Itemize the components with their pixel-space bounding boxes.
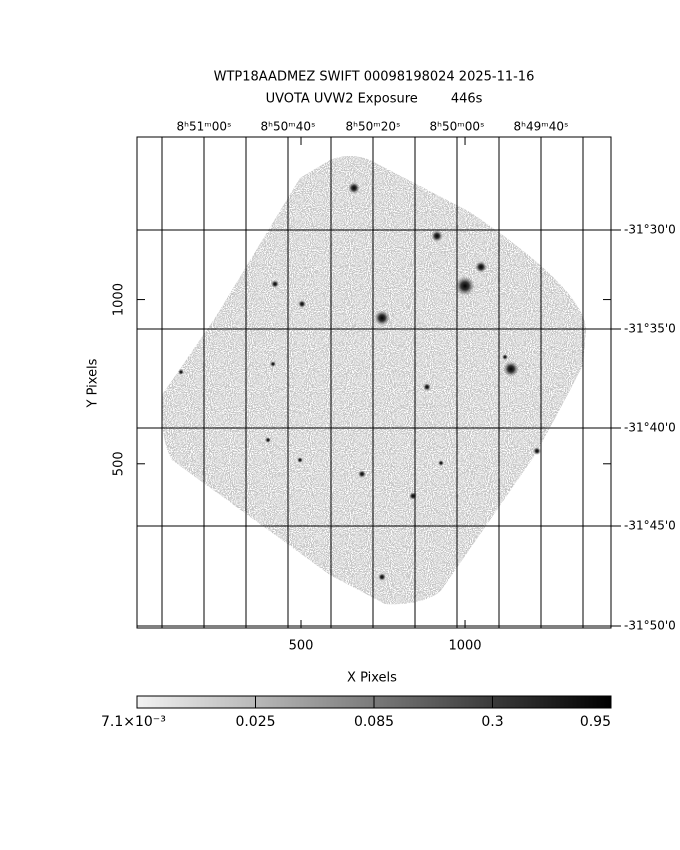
ra-label: 8ʰ51ᵐ00ˢ xyxy=(177,120,232,134)
x-tick-label: 500 xyxy=(289,639,314,654)
star xyxy=(271,280,279,288)
star xyxy=(475,261,487,273)
ra-label: 8ʰ50ᵐ00ˢ xyxy=(430,120,485,134)
star xyxy=(503,361,519,377)
dec-label: -31°45'0 xyxy=(624,519,676,533)
star xyxy=(455,276,475,296)
dec-label: -31°35'0 xyxy=(624,322,676,336)
dec-label: -31°50'0 xyxy=(624,619,676,633)
colorbar-label: 0.95 xyxy=(580,714,611,730)
x-axis-label: X Pixels xyxy=(347,671,397,686)
star xyxy=(533,447,541,455)
chart-subtitle: UVOTA UVW2 Exposure 446s xyxy=(266,92,483,107)
star xyxy=(374,310,390,326)
plot-frame xyxy=(136,136,612,629)
colorbar-label: 7.1×10⁻³ xyxy=(101,714,166,730)
ra-label: 8ʰ49ᵐ40ˢ xyxy=(514,120,569,134)
y-axis-label: Y Pixels xyxy=(86,358,101,408)
dec-label: -31°30'0 xyxy=(624,223,676,237)
sky-image xyxy=(161,156,586,605)
ra-label: 8ʰ50ᵐ40ˢ xyxy=(261,120,316,134)
star xyxy=(438,460,444,466)
colorbar-label: 0.3 xyxy=(481,714,503,730)
star xyxy=(270,361,276,367)
star xyxy=(378,573,386,581)
star xyxy=(358,470,366,478)
star xyxy=(423,383,431,391)
star xyxy=(431,230,443,242)
star xyxy=(297,457,303,463)
star xyxy=(409,492,417,500)
exposure-area xyxy=(161,156,586,605)
x-tick-label: 1000 xyxy=(448,639,481,654)
star xyxy=(298,300,306,308)
chart-title: WTP18AADMEZ SWIFT 00098198024 2025-11-16 xyxy=(214,70,535,85)
star xyxy=(265,437,271,443)
dec-label: -31°40'0 xyxy=(624,421,676,435)
colorbar-label: 0.085 xyxy=(354,714,394,730)
star xyxy=(502,354,508,360)
star xyxy=(178,369,184,375)
ra-label: 8ʰ50ᵐ20ˢ xyxy=(346,120,401,134)
colorbar-label: 0.025 xyxy=(235,714,275,730)
y-tick-label: 500 xyxy=(112,451,127,476)
y-tick-label: 1000 xyxy=(112,283,127,316)
star xyxy=(348,182,360,194)
